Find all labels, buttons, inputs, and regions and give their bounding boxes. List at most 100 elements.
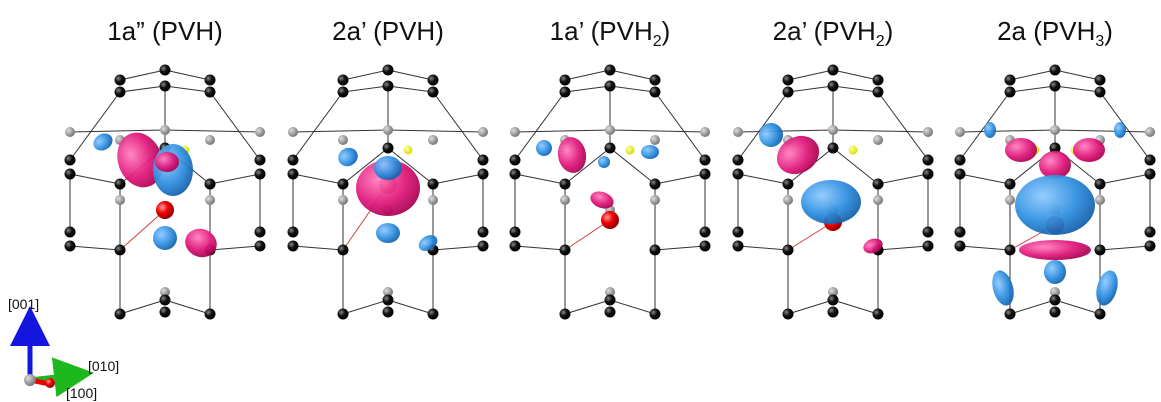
orbital-panel: 2a (PVH3) [955,16,1156,320]
atom [560,75,571,86]
atom [733,227,744,238]
atom [205,75,216,86]
atom [605,65,616,76]
atom [1145,241,1156,252]
atom [160,295,171,306]
bond [610,86,655,92]
atom [873,87,884,98]
panel-title: 1a’ (PVH2) [550,16,671,50]
atom [783,309,794,320]
bond [388,86,433,92]
atom [1005,179,1016,190]
atom [828,295,839,306]
bond [70,174,120,184]
atom [1005,75,1016,86]
atom [383,65,394,76]
axis-triad: [001] [010] [100] [8,296,119,401]
atom [650,245,661,256]
atom [383,125,393,135]
atom [923,127,933,137]
atom [255,241,266,252]
orbital-lobe [90,130,115,154]
atom [923,227,934,238]
bond [565,70,610,80]
atom [650,75,661,86]
atom [338,195,348,205]
atom [828,143,839,154]
atom [1145,169,1156,180]
atom [205,309,216,320]
atom [338,245,349,256]
atom [428,87,439,98]
oxygen-atom [601,211,619,229]
bond [120,70,165,80]
bond [1055,70,1100,80]
atom [700,155,711,166]
bond [878,92,928,160]
title-subscript: 3 [1095,33,1104,50]
bond [515,174,565,184]
axis-label: [001] [8,296,39,312]
orbital-lobe [641,145,659,159]
bond [165,86,210,92]
title-text: 2a’ (PVH) [332,16,444,46]
atom [955,127,965,137]
bond [515,246,565,250]
orbital-lobe [1093,268,1122,308]
atom [115,309,126,320]
atom [510,155,521,166]
bond [565,86,610,92]
atom [700,169,711,180]
atom [510,241,521,252]
atom [873,195,883,205]
atom [288,127,298,137]
bond [1055,86,1100,92]
atom [160,81,171,92]
bond [388,300,433,314]
bond [833,86,878,92]
atom [828,125,838,135]
bond [878,246,928,250]
atom [783,195,793,205]
bond [833,70,878,80]
title-text: 1a” (PVH) [107,16,223,46]
bond [738,174,788,184]
atom [338,75,349,86]
atom [338,135,348,145]
bond [388,70,433,80]
axis-label: [100] [66,385,97,401]
bond [1055,130,1150,132]
bond [1100,174,1150,184]
oxygen-atom [156,201,174,219]
bond [343,300,388,314]
bond [610,130,705,132]
atom [605,295,616,306]
atom [560,195,570,205]
title-subscript: 2 [653,33,662,50]
orbital-panel: 2a’ (PVH2) [733,16,934,320]
atom [873,179,884,190]
bond [833,300,878,314]
atom [733,155,744,166]
orbital-lobe [1073,138,1105,162]
atom [650,195,660,205]
bond [655,92,705,160]
bond [788,70,833,80]
orbital-lobe [1005,138,1037,162]
atom [65,127,75,137]
atom [1050,125,1060,135]
orbital-lobe [1039,151,1071,179]
atom [1095,179,1106,190]
bond [610,70,655,80]
atom [560,245,571,256]
atom [873,75,884,86]
atom [828,81,839,92]
atom [428,179,439,190]
bond [210,174,260,184]
orbital-lobe [374,156,402,180]
bond [738,130,833,132]
atom [160,307,171,318]
panel-title: 2a’ (PVH) [332,16,444,46]
orbital-panel: 2a’ (PVH) [288,16,489,320]
bond [210,92,260,160]
